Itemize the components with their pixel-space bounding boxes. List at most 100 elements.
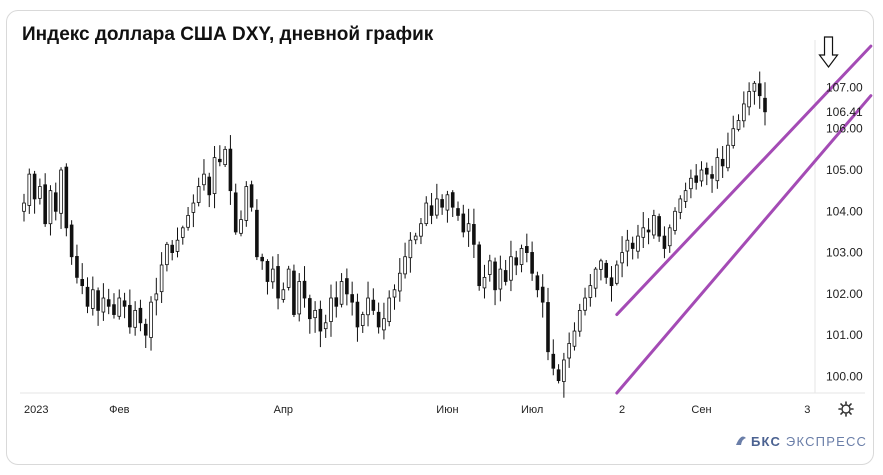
candle-body <box>630 242 635 249</box>
candle-body <box>599 260 603 270</box>
candle-body <box>403 256 407 275</box>
candle-body <box>562 359 566 382</box>
candle-body <box>535 275 540 291</box>
x-tick-label: Фев <box>109 404 129 416</box>
candle-body <box>196 186 201 203</box>
candle-body <box>641 227 646 238</box>
candle-body <box>525 246 529 253</box>
x-tick-label: Июл <box>521 404 543 416</box>
candle-body <box>736 120 741 130</box>
chart-title: Индекс доллара США DXY, дневной график <box>22 24 434 45</box>
candle-body <box>43 184 47 225</box>
candle-body <box>32 173 37 200</box>
candle-body <box>583 297 587 311</box>
candle-body <box>445 194 450 211</box>
candle-body <box>742 103 746 122</box>
candle-body <box>704 167 709 175</box>
candle-body <box>710 174 714 179</box>
candle-body <box>27 173 32 206</box>
candle-body <box>101 297 106 313</box>
candle-body <box>128 304 132 328</box>
candle-body <box>191 202 196 213</box>
last-price-label: 106.41 <box>826 105 863 119</box>
candle-body <box>292 270 296 315</box>
candle-body <box>318 308 323 332</box>
candle-body <box>466 223 471 232</box>
candle-body <box>636 235 640 252</box>
candle-body <box>149 301 153 338</box>
candle-body <box>694 175 698 183</box>
x-tick-label: 2023 <box>24 404 48 416</box>
candle-body <box>133 310 137 328</box>
candle-body <box>339 281 344 305</box>
channel-lower-line <box>615 94 873 395</box>
candle-body <box>223 148 227 166</box>
candle-body <box>180 227 185 238</box>
brand-rest: ЭКСПРЕСС <box>781 434 868 449</box>
candle-body <box>530 252 534 274</box>
x-tick-label: 3 <box>804 404 810 416</box>
candle-body <box>615 264 619 284</box>
candle-body <box>345 278 349 295</box>
candle-body <box>472 224 476 245</box>
candle-body <box>487 260 492 275</box>
candle-body <box>482 276 487 289</box>
candle-body <box>38 186 42 199</box>
candle-body <box>699 169 704 182</box>
candle-body <box>408 239 413 259</box>
candle-body <box>249 184 254 208</box>
candle-body <box>673 210 677 231</box>
y-tick-label: 100.00 <box>826 369 863 383</box>
candle-body <box>440 199 444 208</box>
candle-body <box>154 293 159 301</box>
candle-body <box>747 91 751 108</box>
x-tick-label: 2 <box>619 404 625 416</box>
candle-body <box>450 192 455 208</box>
candle-body <box>546 302 550 353</box>
y-axis: 100.00 101.00 102.00 103.00 104.00 105.00 106.… <box>826 80 863 383</box>
candle-body <box>609 277 614 287</box>
candle-body <box>652 215 656 236</box>
candle-body <box>22 202 26 212</box>
candle-body <box>620 252 624 264</box>
candle-body <box>91 289 95 309</box>
brand-strong: БКС <box>751 434 782 449</box>
candle-body <box>313 310 317 319</box>
candle-body <box>286 268 291 288</box>
candle-body <box>53 192 58 212</box>
candle-body <box>159 264 164 293</box>
arrow-down-icon <box>818 36 839 69</box>
gear-icon[interactable] <box>838 401 854 417</box>
candle-body <box>392 289 397 298</box>
y-tick-label: 106.00 <box>826 122 863 136</box>
candle-body <box>567 343 571 359</box>
candle-body <box>387 297 392 322</box>
candle-body <box>69 224 74 258</box>
candle-body <box>419 223 423 237</box>
candle-body <box>556 369 561 382</box>
candle-body <box>424 202 429 225</box>
y-tick-label: 104.00 <box>826 204 863 218</box>
candle-body <box>334 297 339 307</box>
candle-body <box>360 314 365 326</box>
chart-card <box>6 10 874 465</box>
candle-body <box>519 248 524 265</box>
candle-body <box>112 304 116 315</box>
candle-body <box>572 330 577 347</box>
candle-body <box>429 205 434 216</box>
candle-body <box>667 227 672 247</box>
y-tick-label: 101.00 <box>826 328 863 342</box>
candle-body <box>85 286 90 307</box>
candle-body <box>117 297 122 317</box>
candle-body <box>170 244 175 254</box>
candle-body <box>59 169 63 214</box>
candle-body <box>366 297 370 316</box>
candle-body <box>646 229 651 233</box>
candle-body <box>493 261 497 291</box>
candle-body <box>244 186 249 221</box>
candle-body <box>752 82 757 92</box>
candle-body <box>683 190 688 202</box>
candle-body <box>678 198 683 213</box>
candle-body <box>202 173 206 186</box>
y-tick-label: 102.00 <box>826 287 863 301</box>
